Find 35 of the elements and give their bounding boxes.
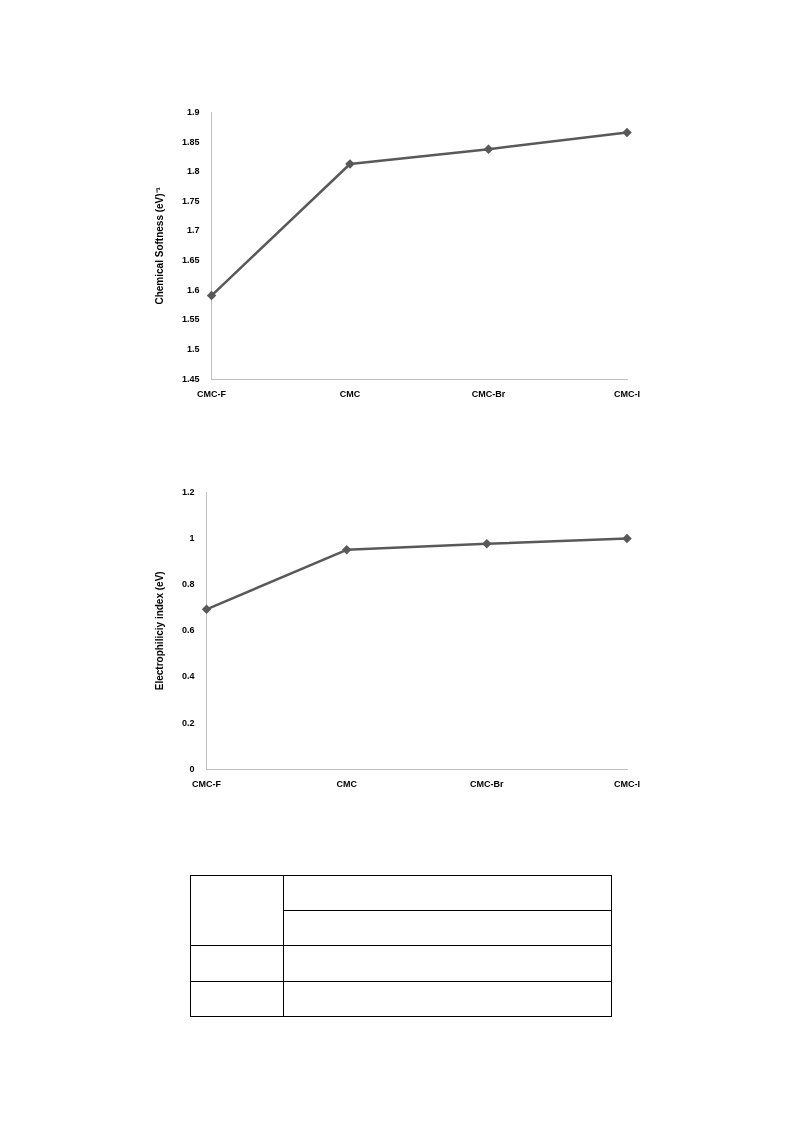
y-tick-label: 1.9 <box>187 106 200 117</box>
x-tick-label: CMC <box>336 779 358 790</box>
y-tick-label: 1 <box>189 533 195 544</box>
x-tick-label: CMC-Br <box>470 779 505 790</box>
point <box>342 545 351 555</box>
point <box>202 605 211 614</box>
y-tick-label: 1.85 <box>181 136 200 147</box>
y-tick-label: 1.8 <box>187 166 200 177</box>
x-tick-label: CMC-Br <box>471 389 506 400</box>
y-tick-label: 1.75 <box>181 195 200 206</box>
point <box>484 144 493 154</box>
y-tick-label: 0.6 <box>182 625 195 636</box>
y-tick-label: 0 <box>189 763 195 774</box>
point <box>622 534 632 543</box>
y-tick-label: 1.45 <box>181 373 200 384</box>
point <box>482 539 492 549</box>
x-tick-label: CMC-I <box>614 389 640 400</box>
y-tick-label: 1.6 <box>187 284 200 295</box>
x-tick-label: CMC-I <box>614 779 640 790</box>
y-tick-label: 0.2 <box>182 717 195 728</box>
y-axis-title: Chemical Softness (eV)⁻¹ <box>153 186 165 305</box>
y-tick-label: 1.5 <box>187 344 200 355</box>
x-tick-label: CMC-F <box>197 389 227 400</box>
y-tick-label: 0.4 <box>182 671 195 682</box>
y-tick-label: 1.65 <box>181 255 200 266</box>
y-tick-label: 1.7 <box>187 225 200 236</box>
y-tick-label: 1.2 <box>182 486 195 497</box>
x-tick-label: CMC-F <box>192 779 222 790</box>
y-tick-label: 0.8 <box>182 579 195 590</box>
point <box>345 159 355 169</box>
y-tick-label: 1.55 <box>181 314 200 325</box>
point <box>207 291 216 300</box>
point <box>622 128 632 137</box>
x-tick-label: CMC <box>339 389 361 400</box>
y-axis-title: Electrophiliciy index (eV) <box>153 571 165 691</box>
